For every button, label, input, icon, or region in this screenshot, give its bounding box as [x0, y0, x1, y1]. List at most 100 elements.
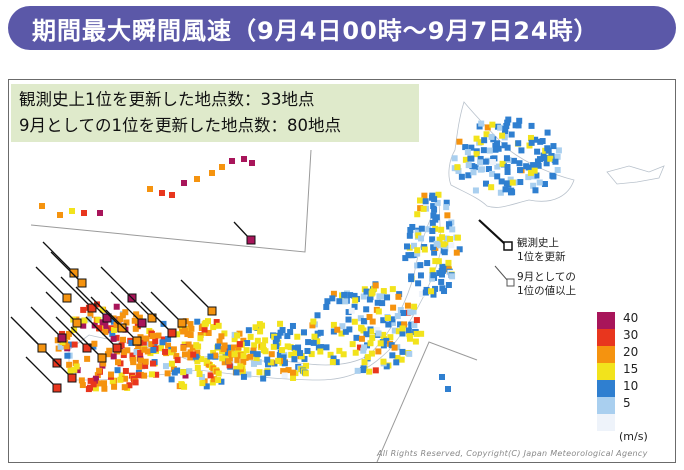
station-marker	[477, 139, 484, 146]
station-marker	[532, 136, 539, 143]
station-marker	[399, 330, 406, 337]
station-marker	[366, 314, 373, 321]
station-marker	[150, 346, 157, 353]
station-marker	[507, 176, 514, 183]
station-marker	[550, 173, 557, 180]
record-leader-line	[90, 296, 120, 326]
station-marker	[374, 299, 381, 306]
station-marker	[222, 349, 229, 356]
station-marker	[92, 385, 99, 392]
station-marker	[380, 358, 387, 365]
station-marker	[113, 303, 120, 310]
station-marker	[363, 306, 370, 313]
station-marker	[438, 226, 445, 233]
station-marker	[101, 385, 108, 392]
station-marker	[137, 350, 144, 357]
station-marker	[429, 192, 436, 199]
station-marker	[85, 386, 92, 393]
station-marker	[148, 341, 155, 348]
station-marker	[510, 157, 517, 164]
station-marker	[197, 335, 204, 342]
station-marker	[87, 377, 94, 384]
station-marker	[456, 246, 463, 253]
station-marker	[317, 348, 324, 355]
station-marker	[57, 343, 64, 350]
station-marker	[162, 348, 169, 355]
station-marker	[449, 273, 456, 280]
legend-swatch	[597, 363, 615, 380]
station-marker	[509, 189, 516, 196]
station-marker	[516, 160, 523, 167]
map-panel: 観測史上1位を更新した地点数：33地点 9月としての1位を更新した地点数：80地…	[8, 79, 676, 463]
station-marker	[467, 155, 474, 162]
station-marker	[435, 258, 442, 265]
station-marker	[380, 317, 387, 324]
station-marker	[354, 367, 361, 374]
record-station-marker	[147, 313, 157, 323]
record-station-marker	[167, 328, 177, 338]
station-marker	[380, 331, 387, 338]
station-marker	[393, 359, 400, 366]
station-marker	[477, 159, 484, 166]
station-marker	[298, 353, 305, 360]
station-marker	[391, 344, 398, 351]
station-marker	[420, 205, 427, 212]
station-marker	[532, 187, 539, 194]
station-marker	[275, 357, 282, 364]
station-marker	[431, 196, 438, 203]
station-marker	[425, 226, 432, 233]
station-marker	[430, 212, 437, 219]
station-marker	[196, 371, 203, 378]
station-marker	[210, 324, 217, 331]
station-marker	[409, 223, 416, 230]
station-marker	[533, 172, 540, 179]
station-marker	[377, 340, 384, 347]
station-marker	[133, 349, 140, 356]
station-marker	[550, 143, 557, 150]
record-leader-line	[233, 221, 250, 239]
station-marker	[117, 316, 124, 323]
station-marker	[245, 371, 252, 378]
station-marker	[451, 155, 458, 162]
station-marker	[375, 330, 382, 337]
station-marker	[137, 357, 144, 364]
station-marker	[309, 322, 316, 329]
legend-label: 20	[623, 345, 639, 359]
station-marker	[280, 354, 287, 361]
station-marker	[218, 378, 225, 385]
station-marker	[123, 319, 130, 326]
station-marker	[152, 338, 159, 345]
station-marker	[334, 326, 341, 333]
station-marker	[281, 372, 288, 379]
station-marker	[80, 322, 87, 329]
station-marker	[430, 203, 437, 210]
station-marker	[414, 250, 421, 257]
station-marker	[174, 367, 181, 374]
station-marker	[490, 155, 497, 162]
station-marker	[209, 170, 215, 176]
station-marker	[236, 341, 243, 348]
station-marker	[389, 316, 396, 323]
station-marker	[111, 383, 118, 390]
station-marker	[413, 330, 420, 337]
legend-swatch	[597, 380, 615, 397]
station-marker	[453, 249, 460, 256]
station-marker	[268, 351, 275, 358]
station-marker	[448, 242, 455, 249]
station-marker	[465, 172, 472, 179]
station-marker	[225, 345, 232, 352]
station-marker	[518, 147, 525, 154]
station-marker	[295, 344, 302, 351]
station-marker	[389, 320, 396, 327]
station-marker	[405, 327, 412, 334]
station-marker	[262, 337, 269, 344]
station-marker	[380, 288, 387, 295]
station-marker	[394, 355, 401, 362]
station-marker	[204, 357, 211, 364]
station-marker	[485, 166, 492, 173]
station-marker	[237, 363, 244, 370]
station-marker	[462, 144, 469, 151]
station-marker	[250, 347, 257, 354]
station-marker	[372, 282, 379, 289]
station-marker	[327, 351, 334, 358]
